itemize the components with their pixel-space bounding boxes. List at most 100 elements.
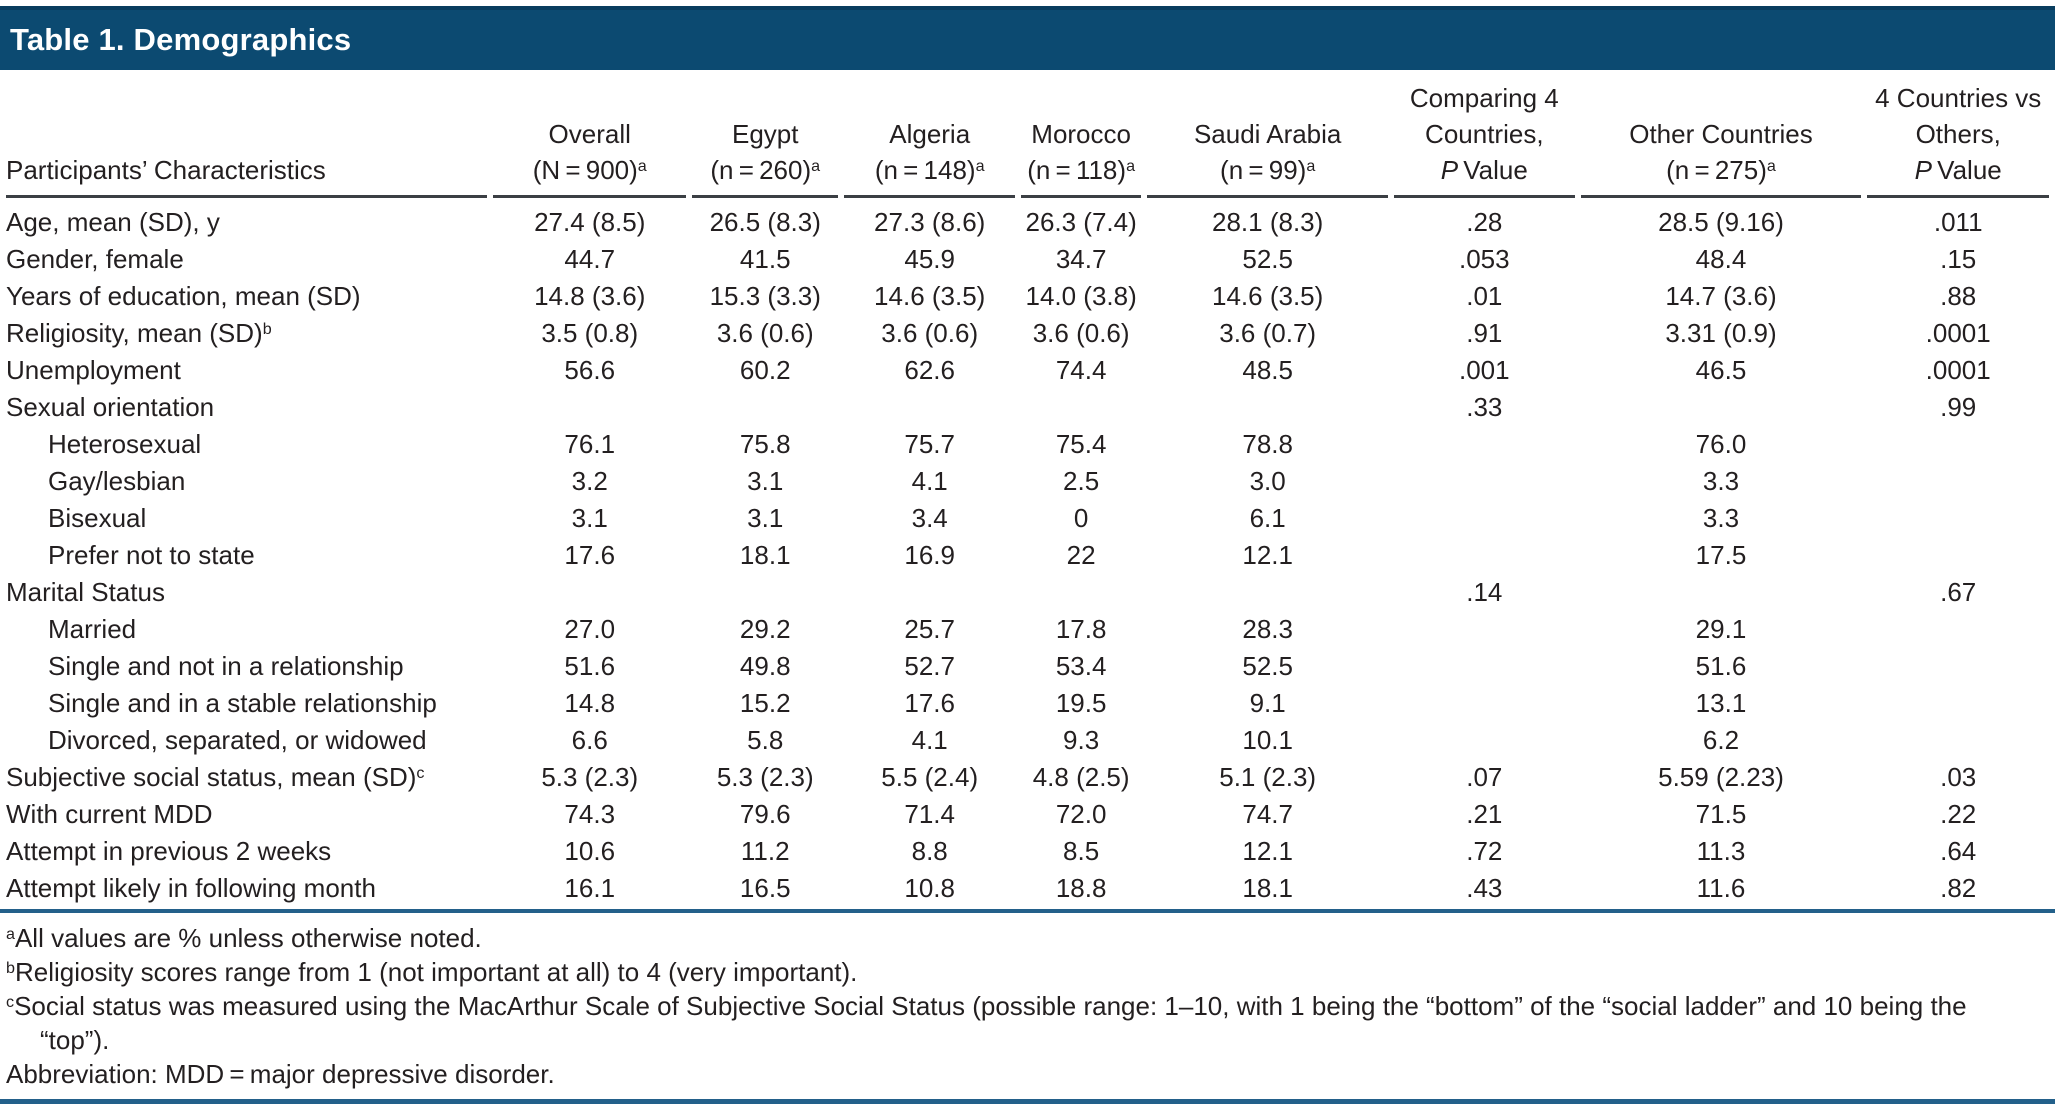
cell: .21: [1466, 799, 1503, 829]
cell: 71.5: [1695, 799, 1747, 829]
table-row: Marital Status .14 .67: [6, 574, 2049, 611]
cell: .0001: [1925, 318, 1991, 348]
cell: 3.6 (0.6): [716, 318, 814, 348]
table-row: With current MDD 74.3 79.6 71.4 72.0 74.7 .21 7…: [6, 796, 2049, 833]
cell: 18.1: [1242, 873, 1293, 903]
cell: 28.3: [1242, 614, 1293, 644]
cell: [1021, 389, 1141, 426]
column-header-n: (N = 900): [532, 155, 638, 185]
footnote-b: bReligiosity scores range from 1 (not im…: [6, 955, 2006, 989]
cell: 0: [1073, 503, 1089, 533]
table-row: Gay/lesbian 3.2 3.1 4.1 2.5 3.0 3.3: [6, 463, 2049, 500]
cell: 14.0 (3.8): [1025, 281, 1137, 311]
footnote-c: cSocial status was measured using the Ma…: [6, 989, 2006, 1057]
cell: 9.3: [1063, 725, 1100, 755]
row-label: Marital Status: [6, 574, 487, 611]
table-row: Age, mean (SD), y 27.4 (8.5) 26.5 (8.3) 27.…: [6, 198, 2049, 241]
cell: [1394, 537, 1575, 574]
table-row: Attempt in previous 2 weeks 10.6 11.2 8.8 8.…: [6, 833, 2049, 870]
cell: .011: [1933, 207, 1983, 237]
cell: 29.1: [1695, 614, 1747, 644]
row-label: Divorced, separated, or widowed: [6, 722, 487, 759]
cell: 3.4: [911, 503, 948, 533]
row-label: Gender, female: [6, 241, 487, 278]
row-label: Subjective social status, mean (SD)c: [6, 759, 487, 796]
p-italic: P: [1440, 155, 1459, 185]
cell: 79.6: [739, 799, 791, 829]
cell: [493, 574, 686, 611]
cell: 11.3: [1696, 836, 1746, 866]
cell: 28.1 (8.3): [1212, 207, 1324, 237]
cell: 16.1: [564, 873, 616, 903]
cell: [1867, 500, 2049, 537]
footnote-a: aAll values are % unless otherwise noted…: [6, 921, 2006, 955]
row-label-text: Years of education, mean (SD): [6, 281, 361, 311]
cell: 74.3: [564, 799, 616, 829]
table-bottom-rule: [0, 909, 2055, 913]
table-row: Religiosity, mean (SD)b 3.5 (0.8) 3.6 (0.6…: [6, 315, 2049, 352]
row-label: Single and in a stable relationship: [6, 685, 487, 722]
cell: 5.8: [747, 725, 784, 755]
row-label-text: Age, mean (SD), y: [6, 207, 220, 237]
table-row: Attempt likely in following month 16.1 16.…: [6, 870, 2049, 907]
cell: 16.5: [739, 873, 791, 903]
cell: 3.3: [1702, 503, 1740, 533]
cell: 3.6 (0.6): [1032, 318, 1130, 348]
row-label-text: Divorced, separated, or widowed: [48, 725, 427, 755]
cell: 18.1: [739, 540, 791, 570]
cell: 15.3 (3.3): [709, 281, 821, 311]
cell: 14.7 (3.6): [1665, 281, 1777, 311]
cell: [1394, 463, 1575, 500]
footnote-abbreviation: Abbreviation: MDD = major depressive dis…: [6, 1057, 2006, 1091]
row-label-text: Sexual orientation: [6, 392, 215, 422]
cell: 5.5 (2.4): [881, 762, 979, 792]
cell: .88: [1940, 281, 1977, 311]
table-row: Single and not in a relationship 51.6 49.8…: [6, 648, 2049, 685]
cell: 28.5 (9.16): [1658, 207, 1784, 237]
row-label-text: Single and not in a relationship: [48, 651, 404, 681]
cell: .28: [1466, 207, 1503, 237]
cell: [1394, 648, 1575, 685]
column-header-4-countries-vs-others-p-value: 4 Countries vs Others, P Value: [1867, 70, 2049, 198]
cell: 29.2: [739, 614, 791, 644]
row-label: Years of education, mean (SD): [6, 278, 487, 315]
cell: 27.0: [564, 614, 616, 644]
cell: 4.1: [911, 725, 948, 755]
cell: 51.6: [1695, 651, 1747, 681]
cell: 12.1: [1242, 540, 1293, 570]
row-label-text: Attempt likely in following month: [6, 873, 376, 903]
row-label-text: Married: [48, 614, 137, 644]
cell: [1867, 648, 2049, 685]
cell: 16.9: [904, 540, 955, 570]
cell: [844, 574, 1015, 611]
cell: [1394, 722, 1575, 759]
footnotes: aAll values are % unless otherwise noted…: [6, 921, 2006, 1091]
cell: [1867, 537, 2049, 574]
cell: .053: [1458, 244, 1510, 274]
footnote-marker: a: [1126, 156, 1136, 175]
cell: 27.3 (8.6): [874, 207, 986, 237]
footnote-text: Social status was measured using the Mac…: [14, 991, 1967, 1055]
cell: [1394, 426, 1575, 463]
column-header-algeria: Algeria (n = 148)a: [844, 70, 1015, 198]
column-header-n: (n = 118): [1027, 155, 1127, 185]
footnote-marker: a: [637, 156, 647, 175]
row-label: Age, mean (SD), y: [6, 198, 487, 241]
cell: .0001: [1925, 355, 1991, 385]
footnote-marker: c: [416, 763, 425, 782]
row-label-text: Gay/lesbian: [48, 466, 186, 496]
cell: 2.5: [1063, 466, 1100, 496]
row-label: Prefer not to state: [6, 537, 487, 574]
cell: 6.2: [1702, 725, 1740, 755]
row-label-text: Religiosity, mean (SD): [6, 318, 263, 348]
row-label: Bisexual: [6, 500, 487, 537]
row-label: With current MDD: [6, 796, 487, 833]
cell: 52.5: [1242, 651, 1293, 681]
cell: [844, 389, 1015, 426]
column-header-comparing-4-countries-p-value: Comparing 4 Countries, P Value: [1394, 70, 1575, 198]
column-header-morocco: Morocco (n = 118)a: [1020, 70, 1142, 198]
cell: 14.8 (3.6): [534, 281, 646, 311]
row-label: Attempt likely in following month: [6, 870, 487, 907]
value-word: Value: [1463, 155, 1528, 185]
row-label-text: Marital Status: [6, 577, 165, 607]
